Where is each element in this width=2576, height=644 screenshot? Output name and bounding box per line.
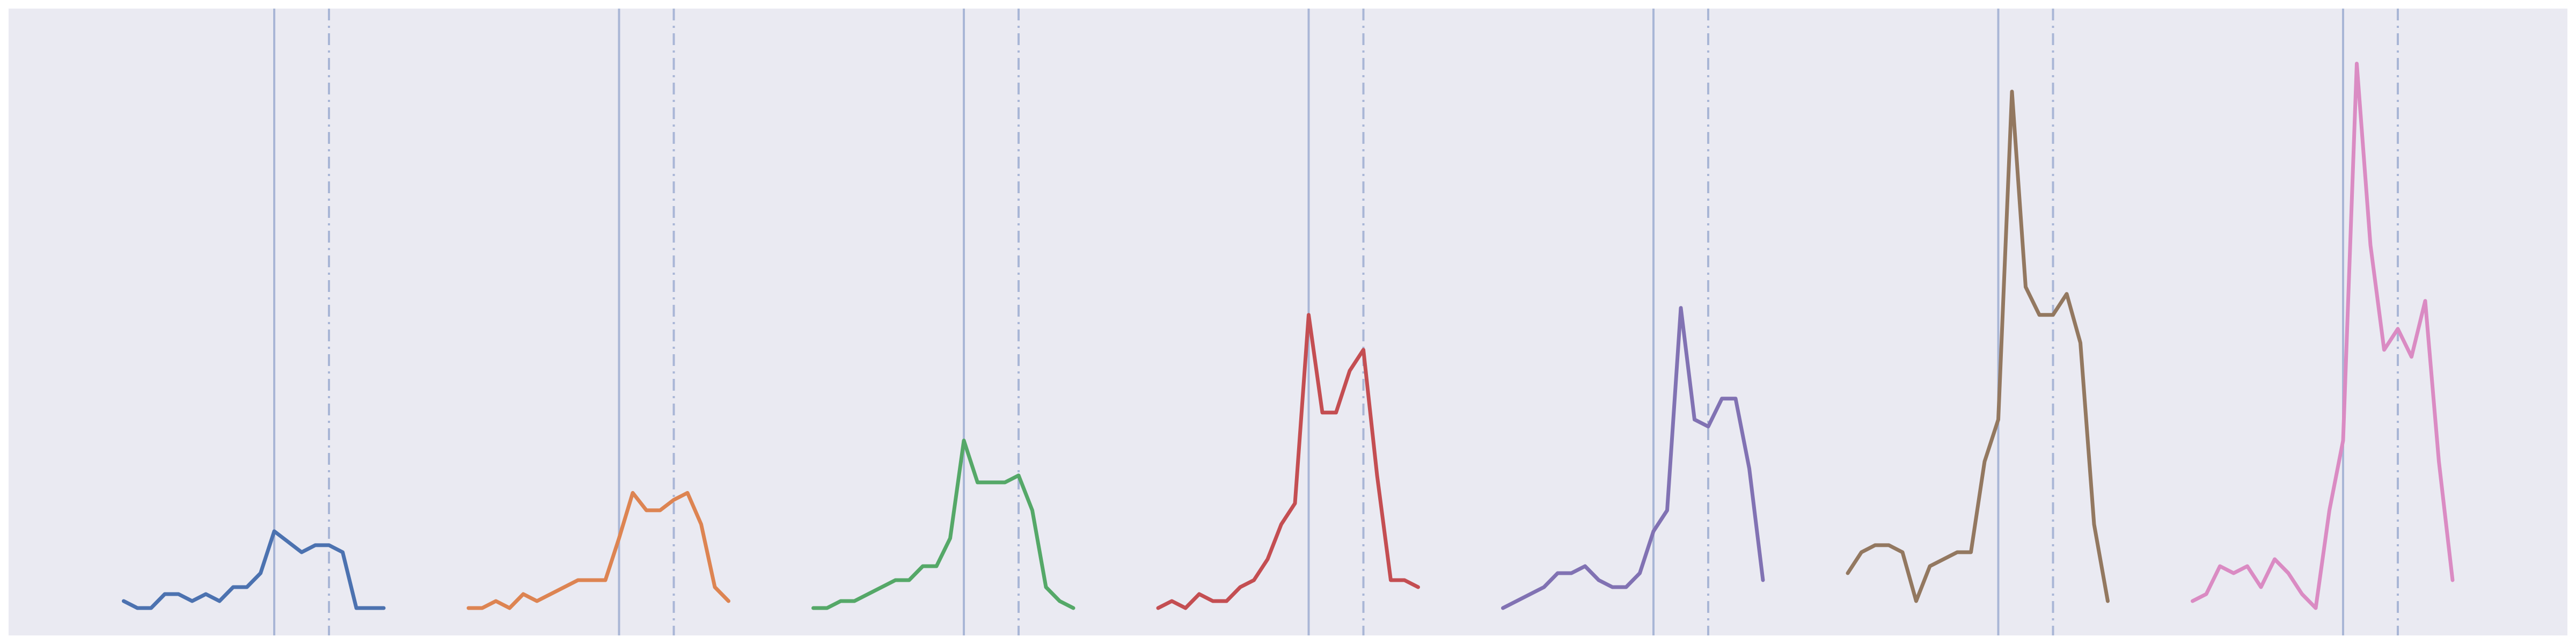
panel-2: [466, 9, 730, 635]
panels: [122, 9, 2455, 635]
series-line-4: [1156, 313, 1420, 610]
panel-5: [1501, 9, 1765, 635]
series-line-2: [466, 491, 730, 610]
series-line-7: [2191, 62, 2455, 610]
panel-3: [811, 9, 1075, 635]
series-line-3: [811, 438, 1075, 610]
series-line-1: [122, 529, 386, 610]
panel-7: [2191, 9, 2455, 635]
panel-6: [1846, 9, 2110, 635]
series-line-6: [1846, 90, 2110, 603]
panel-1: [122, 9, 386, 635]
series-line-5: [1501, 306, 1765, 610]
panel-4: [1156, 9, 1420, 635]
plot-area-background: [9, 9, 2567, 635]
